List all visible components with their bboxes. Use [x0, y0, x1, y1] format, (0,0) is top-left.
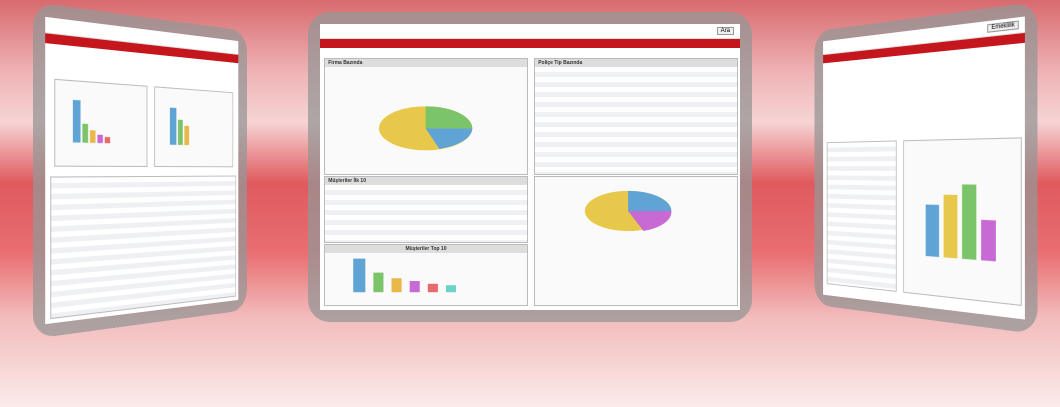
button[interactable]: Emeklilik: [988, 20, 1019, 32]
banner: {"center":{"panels":["Firma Bazında","Po…: [0, 0, 1060, 407]
center-screenshot: Ara Firma Bazında Poliçe Tip Bazında Müş…: [308, 12, 752, 322]
panel-title: Poliçe Tip Bazında: [535, 59, 737, 67]
left-screenshot: [33, 2, 247, 339]
panel-title: Müşteriler İlk 10: [325, 177, 527, 185]
button[interactable]: Ara: [717, 27, 734, 35]
panel-title: Müşteriler Top 10: [325, 245, 527, 253]
right-screenshot: Emeklilik: [815, 2, 1038, 335]
panel-title: Firma Bazında: [325, 59, 527, 67]
